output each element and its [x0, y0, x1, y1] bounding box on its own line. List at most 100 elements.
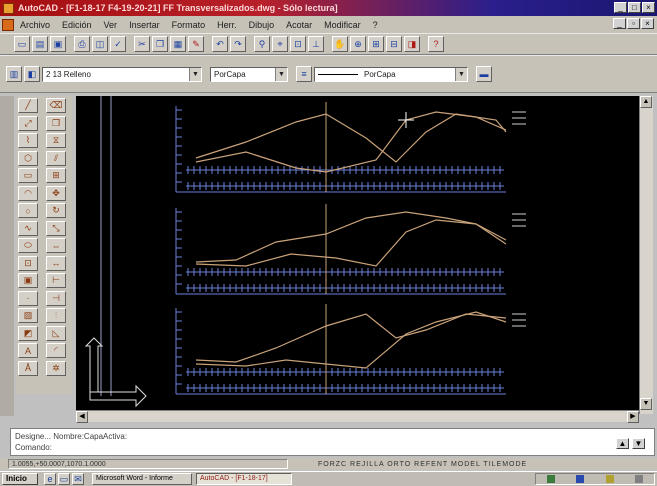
doc-close-button[interactable]: ×	[641, 18, 654, 29]
menu-acotar[interactable]: Acotar	[286, 19, 313, 30]
copy-object-icon[interactable]: ❐	[46, 115, 66, 131]
ellipse-icon[interactable]: ⬭	[18, 238, 38, 253]
command-scroll-down-icon[interactable]: ▼	[632, 438, 645, 449]
scroll-right-arrow-icon[interactable]: ▶	[627, 411, 639, 423]
tracking-icon[interactable]: ⌖	[272, 36, 288, 52]
mirror-icon[interactable]: ⧖	[46, 133, 66, 148]
extend-icon[interactable]: ⊣	[46, 290, 66, 306]
ucs-icon[interactable]: ⊥	[308, 36, 324, 52]
zoom-realtime-icon[interactable]: ⊕	[350, 36, 366, 52]
layer-manager-icon[interactable]: ▥	[6, 66, 22, 82]
menu-edicion[interactable]: Edición	[62, 19, 92, 30]
drafting-mode-buttons[interactable]: FORZC REJILLA ORTO REFENT MODEL TILEMODE	[318, 460, 528, 468]
circle-icon[interactable]: ○	[18, 203, 38, 218]
new-file-icon[interactable]: ▭	[14, 36, 30, 52]
text-icon[interactable]: A	[18, 343, 38, 358]
pan-icon[interactable]: ✋	[332, 36, 348, 52]
taskbar-item-autocad[interactable]: AutoCAD - [F1-18-17]	[196, 473, 292, 485]
zoom-previous-icon[interactable]: ⊟	[386, 36, 402, 52]
multiline-text-icon[interactable]: Å	[18, 360, 38, 376]
layer-dropdown[interactable]: 2 13 Relleno ▼	[42, 66, 202, 82]
hyperlink-icon[interactable]: ⚲	[254, 36, 270, 52]
menu-ver[interactable]: Ver	[103, 19, 118, 30]
doc-minimize-button[interactable]: _	[613, 18, 626, 29]
make-layer-current-icon[interactable]: ◧	[24, 66, 40, 82]
rotate-icon[interactable]: ↻	[46, 203, 66, 218]
quicklaunch-desktop-icon[interactable]: ▭	[58, 473, 70, 485]
menu-formato[interactable]: Formato	[171, 19, 206, 30]
insert-block-icon[interactable]: ⊡	[18, 255, 38, 271]
scroll-down-arrow-icon[interactable]: ▼	[640, 398, 652, 410]
scroll-left-arrow-icon[interactable]: ◀	[76, 411, 88, 423]
fillet-icon[interactable]: ◜	[46, 343, 66, 358]
hatch-icon[interactable]: ▨	[18, 308, 38, 323]
lineweight-icon[interactable]: ▬	[476, 66, 492, 82]
menu-ayuda[interactable]: ?	[372, 19, 378, 30]
cut-icon[interactable]: ✂	[134, 36, 150, 52]
autocad-app-icon[interactable]	[3, 2, 14, 14]
print-icon[interactable]: ⎙	[74, 36, 90, 52]
taskbar-item-word[interactable]: Microsoft Word - Informe	[92, 473, 192, 485]
menu-modificar[interactable]: Modificar	[324, 19, 361, 30]
doc-restore-button[interactable]: ▫	[627, 18, 640, 29]
trim-icon[interactable]: ⊢	[46, 273, 66, 288]
command-scroll-up-icon[interactable]: ▲	[616, 438, 629, 449]
chamfer-icon[interactable]: ◺	[46, 325, 66, 341]
volume-icon[interactable]	[576, 475, 585, 483]
command-line[interactable]: Designe... Nombre:CapaActiva: Comando:	[10, 428, 655, 456]
minimize-button[interactable]: _	[614, 2, 627, 13]
spline-icon[interactable]: ∿	[18, 220, 38, 236]
start-button[interactable]: Inicio	[2, 473, 38, 485]
drawing-canvas[interactable]	[76, 96, 639, 410]
preview-icon[interactable]: ◫	[92, 36, 108, 52]
offset-icon[interactable]: ⫽	[46, 150, 66, 166]
color-dropdown[interactable]: PorCapa ▼	[210, 66, 288, 82]
erase-icon[interactable]: ⌫	[46, 98, 66, 113]
aerial-view-icon[interactable]: ◨	[404, 36, 420, 52]
menu-archivo[interactable]: Archivo	[20, 19, 51, 30]
scale-icon[interactable]: ⤡	[46, 220, 66, 236]
lengthen-icon[interactable]: ↔	[46, 255, 66, 271]
line-icon[interactable]: ╱	[18, 98, 38, 113]
close-button[interactable]: ×	[642, 2, 655, 13]
make-block-icon[interactable]: ▣	[18, 273, 38, 288]
polyline-icon[interactable]: ⌇	[18, 133, 38, 148]
network-icon[interactable]	[546, 475, 555, 483]
zoom-window-icon[interactable]: ⊞	[368, 36, 384, 52]
move-icon[interactable]: ✥	[46, 185, 66, 201]
point-icon[interactable]: ·	[18, 290, 38, 306]
open-file-icon[interactable]: ▤	[32, 36, 48, 52]
menu-insertar[interactable]: Insertar	[129, 19, 160, 30]
paste-icon[interactable]: ▦	[170, 36, 186, 52]
break-icon[interactable]: ⫶	[46, 308, 66, 323]
document-icon[interactable]	[2, 18, 14, 31]
region-icon[interactable]: ◩	[18, 325, 38, 341]
linetype-manager-icon[interactable]: ≡	[296, 66, 312, 82]
chevron-down-icon[interactable]: ▼	[189, 67, 201, 81]
array-icon[interactable]: ⊞	[46, 168, 66, 183]
menu-dibujo[interactable]: Dibujo	[248, 19, 275, 30]
copy-icon[interactable]: ❐	[152, 36, 168, 52]
chevron-down-icon[interactable]: ▼	[455, 67, 467, 81]
chevron-down-icon[interactable]: ▼	[275, 67, 287, 81]
vertical-scrollbar[interactable]: ▲ ▼	[639, 96, 653, 414]
scroll-up-arrow-icon[interactable]: ▲	[640, 96, 652, 108]
quicklaunch-mail-icon[interactable]: ✉	[72, 473, 84, 485]
construction-line-icon[interactable]: ⤢	[18, 115, 38, 131]
menu-herramientas[interactable]: Herr.	[217, 19, 237, 30]
match-properties-icon[interactable]: ✎	[188, 36, 204, 52]
undo-icon[interactable]: ↶	[212, 36, 228, 52]
antivirus-icon[interactable]	[605, 475, 614, 483]
save-icon[interactable]: ▣	[50, 36, 66, 52]
horizontal-scrollbar[interactable]: ◀ ▶	[76, 410, 639, 423]
arc-icon[interactable]: ◠	[18, 185, 38, 201]
redo-icon[interactable]: ↷	[230, 36, 246, 52]
quicklaunch-browser-icon[interactable]: e	[44, 473, 56, 485]
polygon-icon[interactable]: ⬡	[18, 150, 38, 166]
spellcheck-icon[interactable]: ✓	[110, 36, 126, 52]
snap-icon[interactable]: ⊡	[290, 36, 306, 52]
maximize-button[interactable]: □	[628, 2, 641, 13]
rectangle-icon[interactable]: ▭	[18, 168, 38, 183]
help-icon[interactable]: ?	[428, 36, 444, 52]
explode-icon[interactable]: ✲	[46, 360, 66, 376]
